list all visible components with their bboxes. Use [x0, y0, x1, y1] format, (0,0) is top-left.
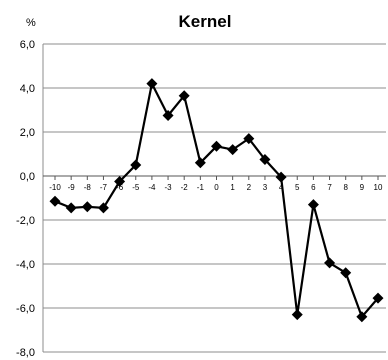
x-tick-label: -1 [197, 183, 205, 192]
data-point-marker [324, 257, 336, 269]
x-tick-label: -7 [100, 183, 108, 192]
data-point-marker [372, 292, 384, 304]
data-point-marker [340, 267, 352, 279]
x-tick-label: 9 [360, 183, 365, 192]
x-tick-label: 8 [343, 183, 348, 192]
data-point-marker [162, 110, 174, 121]
x-tick-label: -8 [84, 183, 92, 192]
data-point-marker [49, 195, 61, 207]
data-point-marker [307, 199, 319, 211]
data-point-marker [146, 78, 158, 90]
x-tick-label: -2 [181, 183, 189, 192]
x-tick-label: -6 [116, 183, 124, 192]
x-tick-label: -9 [68, 183, 76, 192]
x-tick-label: 2 [247, 183, 252, 192]
data-point-marker [291, 309, 303, 321]
y-tick-label: 2,0 [20, 127, 35, 139]
x-tick-label: 10 [374, 183, 383, 192]
data-point-marker [114, 176, 126, 187]
data-point-marker [227, 144, 239, 156]
x-tick-label: 0 [214, 183, 219, 192]
y-unit-label: % [26, 17, 36, 29]
x-tick-label: -5 [132, 183, 140, 192]
data-point-marker [65, 202, 77, 214]
y-tick-label: -8,0 [16, 347, 35, 359]
data-point-marker [356, 311, 368, 323]
y-tick-label: -4,0 [16, 259, 35, 271]
series-group [49, 78, 384, 323]
data-point-marker [259, 154, 271, 165]
data-point-marker [194, 157, 206, 169]
series-line [54, 82, 379, 318]
data-point-marker [243, 133, 255, 145]
chart-title: Kernel [179, 12, 232, 31]
x-tick-label: -3 [164, 183, 172, 192]
y-tick-label: 4,0 [20, 83, 35, 95]
data-point-marker [211, 140, 222, 152]
gridlines [43, 43, 386, 353]
x-axis: -10 -9 -8 -7 -6 -5 -4 -3 -2 -1 0 1 2 3 4 5 6 7 8 9 10 [43, 175, 386, 192]
y-tick-label: 6,0 [20, 39, 35, 51]
x-tick-label: 3 [263, 183, 268, 192]
x-tick-label: 7 [327, 183, 332, 192]
data-point-marker [97, 202, 109, 214]
x-tick-label: 6 [311, 183, 316, 192]
y-tick-label: -2,0 [16, 215, 35, 227]
data-point-marker [81, 201, 93, 213]
y-tick-label: 0,0 [20, 171, 35, 183]
data-point-marker [275, 171, 287, 183]
x-tick-label: 5 [295, 183, 300, 192]
y-axis: 6,0 4,0 2,0 0,0 -2,0 -4,0 -6,0 -8,0 [16, 39, 44, 359]
x-tick-label: -4 [148, 183, 156, 192]
x-tick-label: 1 [230, 183, 235, 192]
data-point-marker [130, 159, 142, 171]
x-tick-label: -10 [49, 183, 61, 192]
y-tick-label: -6,0 [16, 303, 35, 315]
data-point-marker [178, 90, 190, 102]
